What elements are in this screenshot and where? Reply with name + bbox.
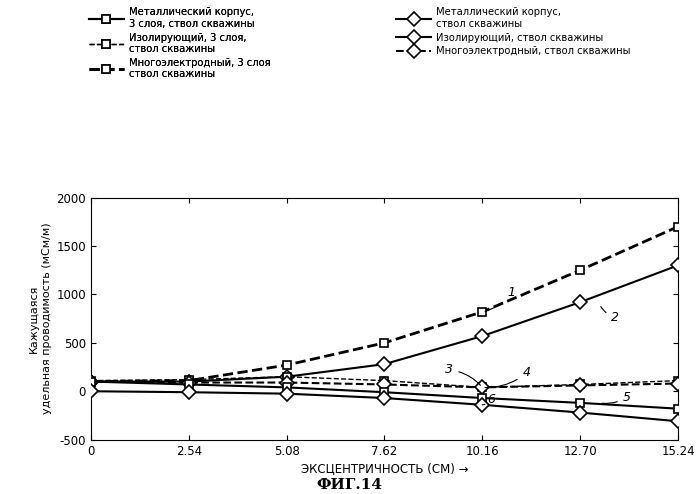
Text: 3: 3 [445,364,480,385]
X-axis label: ЭКСЦЕНТРИЧНОСТЬ (СМ) →: ЭКСЦЕНТРИЧНОСТЬ (СМ) → [301,462,468,475]
Text: 1: 1 [485,286,515,311]
Text: 5: 5 [603,391,630,404]
Text: ФИГ.14: ФИГ.14 [317,478,382,492]
Y-axis label: Кажущаяся
удельная проводимость (мСм/м): Кажущаяся удельная проводимость (мСм/м) [29,223,52,414]
Text: 2: 2 [601,306,619,324]
Legend: Металлический корпус,
3 слоя, ствол скважины, Изолирующий, 3 слоя,
ствол скважин: Металлический корпус, 3 слоя, ствол сква… [89,7,271,79]
Legend: Металлический корпус,
ствол скважины, Изолирующий, ствол скважины, Многоэлектрод: Металлический корпус, ствол скважины, Из… [396,7,631,56]
Text: 4: 4 [485,367,531,387]
Text: 6: 6 [482,393,496,407]
